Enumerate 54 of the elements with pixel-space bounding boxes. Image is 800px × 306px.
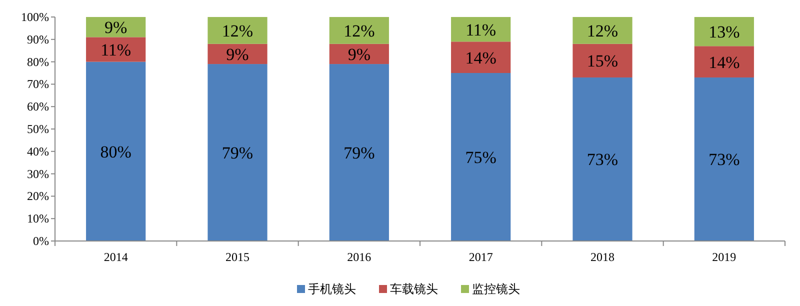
bar [572,44,632,78]
data-label: 79% [222,144,254,163]
bar [694,77,754,241]
legend-label: 监控镜头 [472,282,520,296]
data-label: 73% [708,150,740,170]
legend-label: 手机镜头 [308,282,356,296]
bar [451,73,511,241]
bar [208,64,268,241]
data-label: 75% [465,148,496,167]
x-tick-label: 2014 [104,250,128,264]
data-label: 9% [104,18,128,38]
data-label: 14% [708,52,740,72]
bar [694,17,754,46]
bar [572,17,632,44]
data-label: 12% [222,21,254,40]
data-label: 12% [586,21,618,40]
y-tick-label: 70% [27,77,49,92]
x-tick-label: 2017 [468,250,493,264]
bar [86,62,146,241]
y-tick-label: 50% [27,122,49,136]
bar [572,77,632,241]
x-tick-label: 2018 [590,250,614,264]
y-tick-label: 40% [27,144,49,158]
x-tick-label: 2015 [226,250,250,264]
y-tick-label: 90% [27,32,49,46]
bar [208,17,268,44]
y-tick-label: 60% [27,100,49,114]
bar [329,64,389,241]
y-tick-label: 0% [33,234,49,248]
x-tick-label: 2016 [347,250,372,264]
bar [451,42,511,73]
y-tick-label: 100% [21,10,49,24]
bar [208,44,268,64]
y-tick-label: 10% [27,212,49,226]
y-tick-label: 20% [27,189,49,204]
data-label: 11% [100,40,132,60]
data-label: 80% [100,142,132,162]
data-label: 73% [586,150,618,170]
bar [86,37,146,62]
data-label: 9% [226,44,249,64]
bar [694,46,754,78]
data-label: 14% [465,48,496,68]
data-label: 11% [466,20,496,40]
data-label: 9% [348,44,371,64]
x-tick-label: 2019 [712,250,736,264]
data-label: 15% [586,52,618,71]
legend-label: 车载镜头 [390,282,438,296]
data-label: 12% [344,21,375,40]
y-tick-label: 30% [27,166,49,181]
y-tick-label: 80% [27,54,49,69]
data-label: 79% [344,144,375,163]
bar [451,17,511,42]
bar [329,17,389,44]
data-label: 13% [708,22,740,42]
